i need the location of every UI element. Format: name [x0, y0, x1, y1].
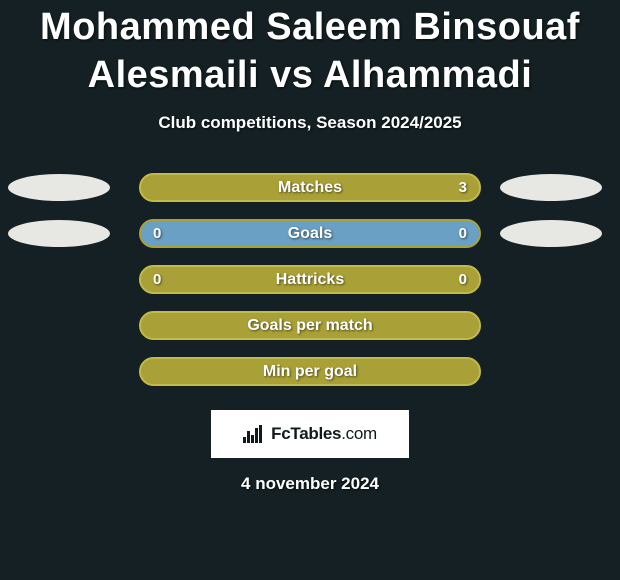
- stat-row: Matches3: [0, 173, 620, 202]
- date-text: 4 november 2024: [241, 474, 379, 494]
- bar-right-fill: [310, 221, 479, 246]
- bar-chart-icon: [243, 425, 265, 443]
- side-pill-right: [500, 174, 602, 201]
- side-pill-right: [500, 220, 602, 247]
- bar-left-fill: [141, 313, 310, 338]
- stat-row: Hattricks00: [0, 265, 620, 294]
- stat-row: Min per goal: [0, 357, 620, 386]
- bar-right-fill: [141, 175, 479, 200]
- bar-right-fill: [310, 267, 479, 292]
- bar-left-fill: [141, 221, 310, 246]
- stat-rows: Matches3 Goals00 Hattricks00 Goals per matc…: [0, 173, 620, 386]
- stat-bar: Goals per match: [139, 311, 481, 340]
- logo-text-suffix: .com: [341, 424, 377, 443]
- bar-right-fill: [310, 359, 479, 384]
- stat-bar: Goals00: [139, 219, 481, 248]
- stat-bar: Hattricks00: [139, 265, 481, 294]
- bar-left-fill: [141, 359, 310, 384]
- side-pill-left: [8, 174, 110, 201]
- stat-bar: Min per goal: [139, 357, 481, 386]
- stat-row: Goals per match: [0, 311, 620, 340]
- subtitle: Club competitions, Season 2024/2025: [158, 113, 461, 133]
- bar-right-fill: [310, 313, 479, 338]
- fctables-logo: FcTables.com: [211, 410, 409, 458]
- page-title: Mohammed Saleem Binsouaf Alesmaili vs Al…: [0, 0, 620, 99]
- content-container: Mohammed Saleem Binsouaf Alesmaili vs Al…: [0, 0, 620, 580]
- stat-row: Goals00: [0, 219, 620, 248]
- logo-text-main: FcTables: [271, 424, 341, 443]
- bar-left-fill: [141, 267, 310, 292]
- stat-bar: Matches3: [139, 173, 481, 202]
- side-pill-left: [8, 220, 110, 247]
- logo-text: FcTables.com: [271, 424, 377, 444]
